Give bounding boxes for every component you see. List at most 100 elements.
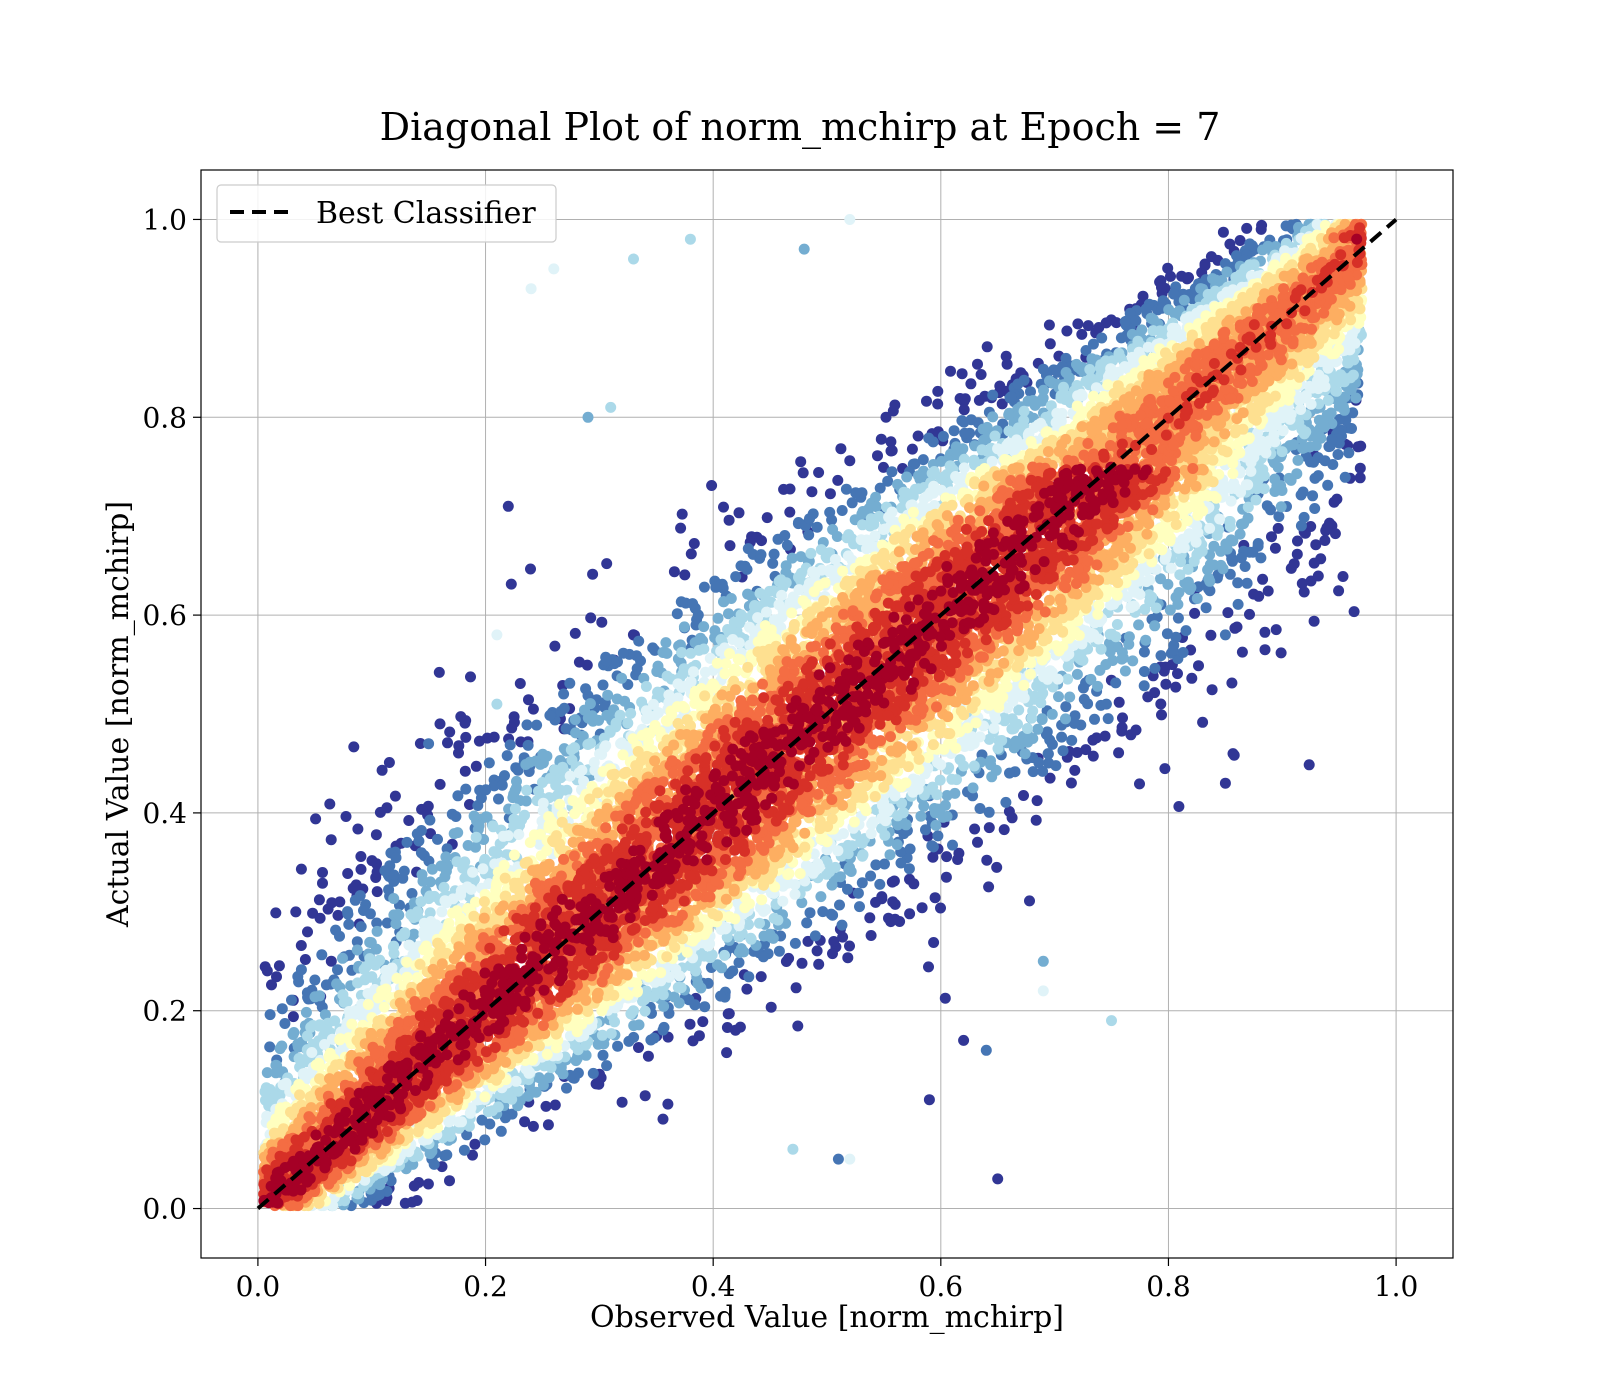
- scatter-point: [1247, 546, 1259, 558]
- scatter-point: [929, 892, 941, 904]
- scatter-point: [1214, 513, 1226, 525]
- scatter-point: [777, 895, 789, 907]
- scatter-point: [945, 365, 956, 377]
- scatter-point: [525, 563, 536, 575]
- scatter-point: [264, 1041, 276, 1053]
- scatter-point: [870, 501, 882, 513]
- scatter-point: [1321, 522, 1333, 534]
- scatter-point: [677, 668, 689, 680]
- scatter-point: [1253, 590, 1265, 602]
- scatter-point: [983, 881, 995, 893]
- scatter-point: [923, 432, 935, 444]
- scatter-point: [573, 656, 585, 668]
- scatter-point: [646, 968, 658, 980]
- scatter-point: [614, 709, 626, 721]
- scatter-point: [1180, 625, 1192, 637]
- scatter-point: [1037, 955, 1049, 967]
- scatter-point: [299, 1067, 311, 1079]
- scatter-point: [1065, 777, 1077, 789]
- scatter-point: [787, 591, 799, 603]
- scatter-point: [299, 954, 311, 965]
- scatter-point: [379, 865, 391, 877]
- scatter-point: [307, 907, 319, 919]
- scatter-point: [806, 486, 818, 498]
- scatter-point: [512, 1085, 524, 1097]
- scatter-point: [706, 480, 718, 491]
- scatter-point: [843, 864, 855, 876]
- scatter-point: [1076, 328, 1088, 340]
- scatter-point: [844, 214, 856, 225]
- scatter-point: [743, 971, 755, 983]
- scatter-point: [1204, 559, 1216, 570]
- scatter-point: [1155, 650, 1167, 662]
- scatter-point: [309, 974, 321, 986]
- scatter-point: [928, 937, 940, 948]
- scatter-point: [784, 506, 796, 518]
- scatter-point: [458, 1144, 470, 1156]
- scatter-point: [527, 1120, 539, 1132]
- scatter-point: [1012, 718, 1023, 730]
- scatter-point: [950, 441, 962, 453]
- scatter-point: [798, 243, 810, 255]
- scatter-point: [722, 1008, 734, 1020]
- scatter-point: [520, 795, 532, 807]
- scatter-point: [364, 908, 376, 920]
- scatter-point: [295, 940, 307, 951]
- scatter-point: [1060, 701, 1072, 713]
- scatter-point: [596, 749, 608, 760]
- scatter-point: [483, 757, 495, 769]
- scatter-point: [602, 689, 614, 701]
- scatter-point: [699, 1001, 711, 1013]
- scatter-point: [1228, 749, 1240, 761]
- scatter-point: [668, 566, 680, 578]
- scatter-point: [587, 568, 599, 580]
- scatter-point: [733, 507, 745, 519]
- scatter-point: [596, 1029, 608, 1041]
- scatter-point: [536, 777, 548, 788]
- scatter-point: [279, 1018, 291, 1029]
- scatter-point: [658, 1000, 670, 1012]
- scatter-point: [346, 1018, 358, 1030]
- scatter-point: [371, 886, 383, 898]
- scatter-point: [886, 506, 898, 518]
- scatter-point: [844, 940, 855, 952]
- scatter-point: [487, 820, 499, 832]
- scatter-point: [1133, 619, 1145, 631]
- scatter-point: [783, 952, 795, 964]
- scatter-point: [832, 1153, 844, 1165]
- scatter-point: [1173, 801, 1185, 812]
- scatter-point: [1111, 619, 1123, 630]
- scatter-point: [923, 961, 934, 973]
- scatter-point: [1227, 555, 1238, 567]
- scatter-point: [889, 399, 901, 411]
- scatter-point: [366, 855, 378, 867]
- scatter-point: [1178, 542, 1190, 554]
- scatter-point: [424, 876, 436, 888]
- scatter-point: [306, 1047, 318, 1058]
- scatter-point: [952, 854, 964, 865]
- scatter-point: [1043, 319, 1055, 331]
- scatter-point: [779, 530, 791, 541]
- scatter-point: [601, 558, 613, 570]
- scatter-point: [491, 698, 503, 710]
- scatter-point: [723, 514, 735, 526]
- scatter-point: [920, 824, 931, 836]
- scatter-point: [452, 790, 464, 802]
- scatter-point: [271, 971, 282, 983]
- scatter-point: [1241, 222, 1253, 234]
- scatter-point: [677, 700, 689, 712]
- scatter-point: [585, 737, 597, 749]
- scatter-point: [1297, 486, 1309, 498]
- scatter-point: [1269, 542, 1281, 554]
- scatter-point: [473, 735, 485, 747]
- scatter-point: [1186, 672, 1198, 684]
- scatter-point: [403, 815, 415, 826]
- scatter-point: [1178, 294, 1190, 306]
- scatter-point: [326, 897, 338, 909]
- scatter-point: [601, 655, 612, 667]
- scatter-point: [596, 616, 608, 628]
- scatter-point: [1106, 628, 1118, 640]
- scatter-point: [996, 398, 1008, 410]
- scatter-point: [623, 1035, 635, 1047]
- scatter-point: [597, 1049, 609, 1061]
